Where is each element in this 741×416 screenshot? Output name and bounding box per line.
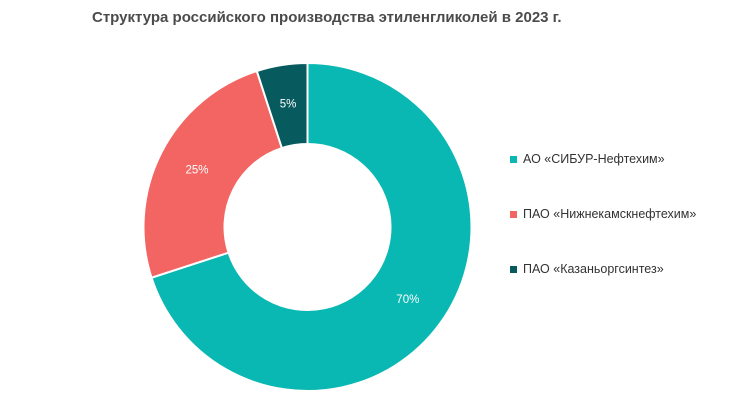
slice-label-1: 70% xyxy=(396,294,419,306)
slices-group xyxy=(142,61,473,392)
legend-swatch xyxy=(510,155,517,163)
legend-swatch xyxy=(510,210,517,218)
legend-label: АО «СИБУР-Нефтехим» xyxy=(523,152,665,166)
legend-item-2: ПАО «Нижнекамскнефтехим» xyxy=(510,205,696,223)
slice-labels-group: 70% 25% 5% xyxy=(185,99,419,306)
legend-label: ПАО «Нижнекамскнефтехим» xyxy=(523,207,697,221)
chart-title: Структура российского производства этиле… xyxy=(92,9,562,26)
slice-label-3: 5% xyxy=(280,99,297,111)
legend-swatch xyxy=(510,265,517,273)
legend-item-3: ПАО «Казаньоргсинтез» xyxy=(510,260,696,278)
slice-2 xyxy=(142,69,284,279)
slice-label-2: 25% xyxy=(185,165,208,177)
slice-1 xyxy=(150,61,473,392)
legend-label: ПАО «Казаньоргсинтез» xyxy=(523,262,664,276)
chart-legend: АО «СИБУР-Нефтехим» ПАО «Нижнекамскнефтех… xyxy=(510,150,696,315)
legend-item-1: АО «СИБУР-Нефтехим» xyxy=(510,150,696,168)
slice-3 xyxy=(255,61,309,150)
